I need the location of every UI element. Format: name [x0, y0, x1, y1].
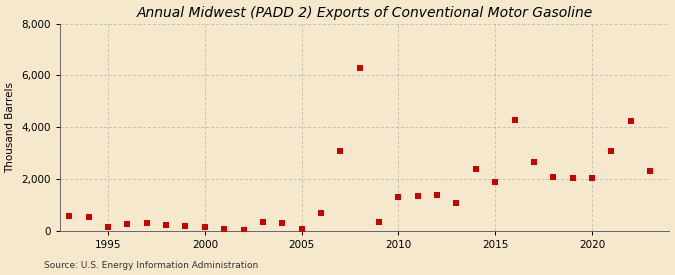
- Point: [122, 222, 133, 226]
- Point: [161, 222, 171, 227]
- Point: [529, 160, 539, 164]
- Point: [180, 224, 191, 228]
- Point: [567, 176, 578, 180]
- Point: [548, 174, 559, 179]
- Point: [451, 200, 462, 205]
- Point: [103, 224, 113, 229]
- Point: [412, 194, 423, 198]
- Point: [335, 148, 346, 153]
- Point: [296, 227, 307, 232]
- Point: [645, 169, 655, 174]
- Point: [587, 176, 597, 180]
- Point: [625, 119, 636, 123]
- Point: [509, 117, 520, 122]
- Point: [354, 65, 365, 70]
- Point: [64, 213, 75, 218]
- Point: [316, 211, 327, 215]
- Point: [277, 221, 288, 226]
- Point: [374, 220, 385, 224]
- Point: [470, 167, 481, 171]
- Text: Source: U.S. Energy Information Administration: Source: U.S. Energy Information Administ…: [44, 260, 258, 270]
- Point: [393, 195, 404, 200]
- Point: [141, 221, 152, 226]
- Point: [432, 192, 443, 197]
- Point: [490, 180, 501, 184]
- Title: Annual Midwest (PADD 2) Exports of Conventional Motor Gasoline: Annual Midwest (PADD 2) Exports of Conve…: [136, 6, 593, 20]
- Point: [83, 215, 94, 219]
- Y-axis label: Thousand Barrels: Thousand Barrels: [5, 82, 16, 173]
- Point: [219, 226, 230, 231]
- Point: [257, 220, 268, 224]
- Point: [199, 224, 210, 229]
- Point: [238, 228, 249, 232]
- Point: [606, 148, 617, 153]
